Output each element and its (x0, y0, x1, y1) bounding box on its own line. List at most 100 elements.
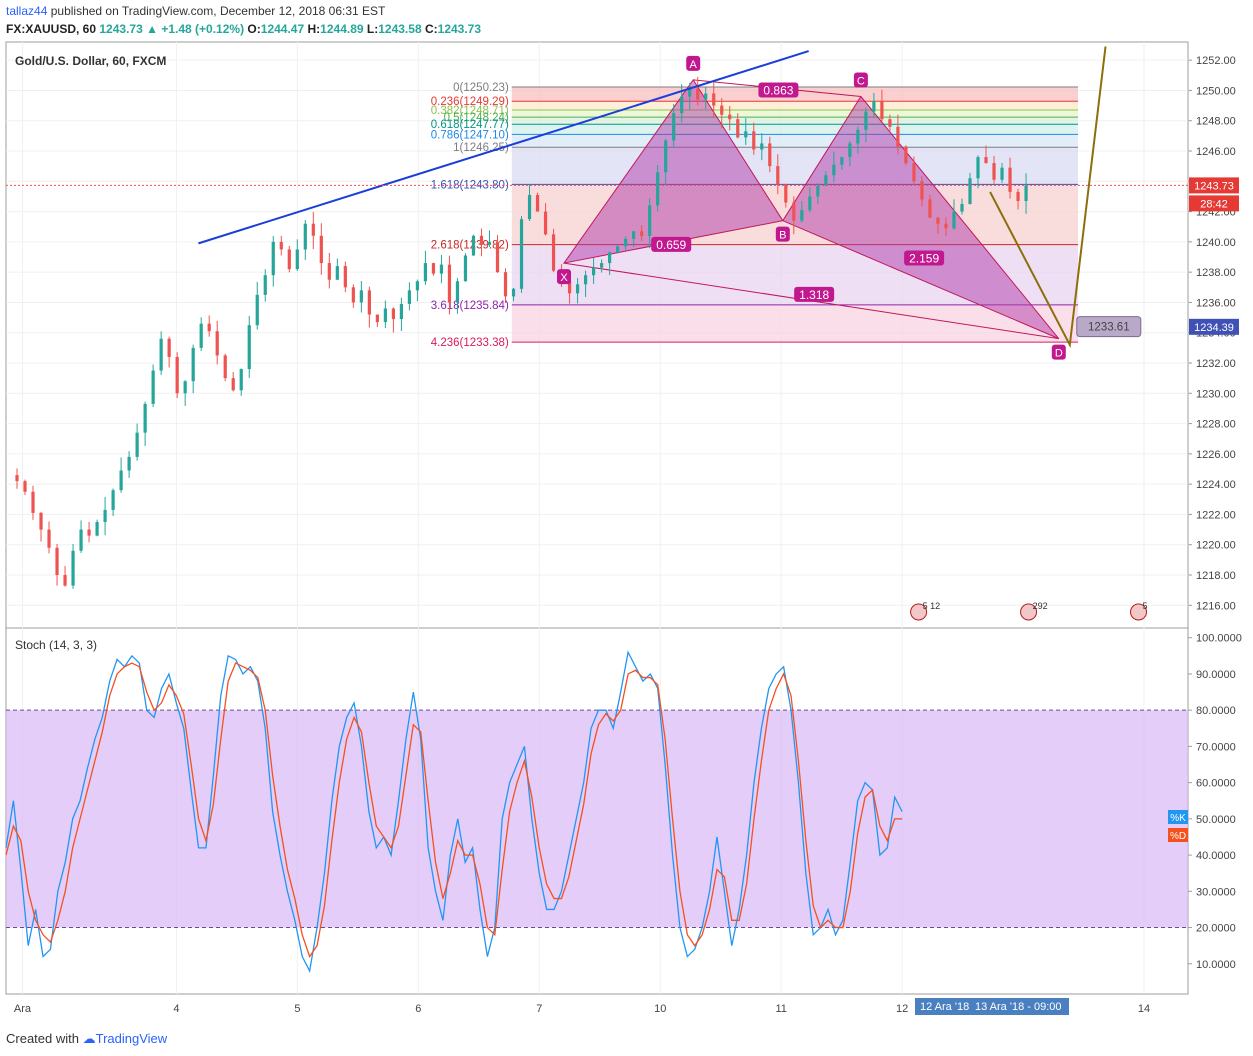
stoch-series-tag (1168, 810, 1188, 824)
x-tick-label: 12 (896, 1003, 908, 1015)
candle-body (303, 223, 307, 250)
ratio-badge (651, 236, 692, 252)
symbol-line: FX:XAUUSD, 60 1243.73 ▲ +1.48 (+0.12%) O… (6, 22, 481, 36)
stoch-y-tick-label: 20.0000 (1196, 923, 1236, 935)
candle-body (624, 238, 628, 247)
candle-body (792, 202, 796, 221)
symbol-name[interactable]: FX:XAUUSD, 60 (6, 22, 97, 36)
x-tick-label: 7 (536, 1003, 542, 1015)
candle-body (327, 263, 331, 280)
candle-body (920, 181, 924, 200)
high-value: 1244.89 (320, 22, 364, 36)
candle-body (672, 113, 676, 141)
candle-body (495, 241, 500, 273)
fib-zone (511, 304, 1079, 343)
ratio-badge (904, 250, 945, 266)
candle-body (351, 287, 355, 303)
candle-body (455, 281, 460, 303)
candle-body (656, 172, 660, 206)
candle-body (143, 403, 147, 433)
x-time-tag (915, 998, 1069, 1015)
y-tick-label: 1230.00 (1196, 388, 1236, 400)
candle-body (928, 199, 932, 218)
pattern-point-badge (775, 226, 790, 242)
candle-body (119, 470, 123, 491)
event-flag-icon[interactable] (1130, 603, 1148, 621)
ratio-label: 0.659 (656, 238, 686, 252)
candle-body (591, 267, 596, 276)
candle-body (295, 249, 299, 270)
publish-info: published on TradingView.com, December 1… (50, 4, 386, 18)
footer-brand[interactable]: TradingView (95, 1031, 168, 1046)
y-tick-label: 1216.00 (1196, 600, 1236, 612)
pattern-point-badge (557, 269, 572, 285)
candle-body (832, 164, 836, 176)
candle-body (247, 325, 251, 370)
fib-level-label: 1.618(1243.80) (431, 179, 509, 191)
candle-body (231, 378, 235, 391)
candle-body (688, 88, 692, 97)
fib-level-label: 0.786(1247.10) (431, 129, 509, 141)
candle-body (63, 575, 67, 586)
price-tag (1189, 318, 1239, 335)
candle-body (664, 140, 668, 173)
fib-level-label: 4.236(1233.38) (431, 337, 509, 349)
candle-body (359, 290, 363, 303)
d-price-callout (1076, 316, 1142, 338)
y-tick-label: 1228.00 (1196, 419, 1236, 431)
y-tick-label: 1248.00 (1196, 116, 1236, 128)
forecast-path[interactable] (989, 46, 1107, 349)
x-tick-label: 10 (654, 1003, 666, 1015)
stoch-y-tick-label: 40.0000 (1196, 850, 1236, 862)
pattern-point-label: D (1055, 348, 1063, 360)
stoch-series-tag (1168, 828, 1188, 842)
candle-body (600, 263, 604, 268)
fib-zone (511, 124, 1079, 135)
candle-body (511, 288, 516, 297)
candle-body (816, 185, 820, 197)
fib-level-label: 3.618(1235.84) (431, 300, 509, 312)
candle-body (39, 512, 43, 530)
candle-body (399, 303, 404, 320)
author-link[interactable]: tallaz44 (6, 4, 48, 18)
candle-body (896, 126, 900, 147)
candle-body (992, 163, 996, 180)
candle-body (784, 184, 788, 203)
candle-body (151, 370, 155, 404)
x-tick-label: 5 (294, 1003, 300, 1015)
price-tag-label: 28:42 (1200, 198, 1228, 210)
price-change: +1.48 (+0.12%) (161, 22, 245, 36)
candle-body (503, 272, 508, 297)
candle-body (888, 119, 892, 127)
x-tick-label: 4 (173, 1003, 179, 1015)
price-tag (1189, 177, 1239, 194)
event-badge: 5 (1143, 601, 1148, 611)
trendline[interactable] (198, 50, 809, 245)
candle-body (487, 241, 492, 245)
x-tick-label: 14 (1138, 1003, 1150, 1015)
event-flag-icon[interactable] (910, 603, 928, 621)
candle-body (912, 163, 916, 182)
publish-line: tallaz44 published on TradingView.com, D… (6, 4, 385, 18)
event-flag-icon[interactable] (1020, 603, 1038, 621)
y-tick-label: 1226.00 (1196, 449, 1236, 461)
candle-body (311, 223, 315, 236)
pattern-point-label: X (560, 272, 568, 284)
event-badge: 5 12 (923, 601, 941, 611)
candle-body (936, 217, 940, 224)
candle-body (263, 275, 267, 295)
stoch-y-tick-label: 80.0000 (1196, 705, 1236, 717)
ratio-label: 2.159 (909, 252, 939, 266)
x-time-tag-label: 12 Ara '18 (920, 1001, 969, 1013)
candle-body (696, 88, 700, 100)
y-tick-label: 1252.00 (1196, 55, 1236, 67)
fib-zone (511, 109, 1079, 118)
tradingview-logo-icon: ☁ (82, 1031, 96, 1046)
y-tick-label: 1224.00 (1196, 479, 1236, 491)
fib-zone (511, 134, 1079, 148)
fib-zone (511, 101, 1079, 110)
candle-body (391, 308, 395, 320)
stoch-y-tick-label: 50.0000 (1196, 814, 1236, 826)
candle-body (616, 246, 620, 253)
